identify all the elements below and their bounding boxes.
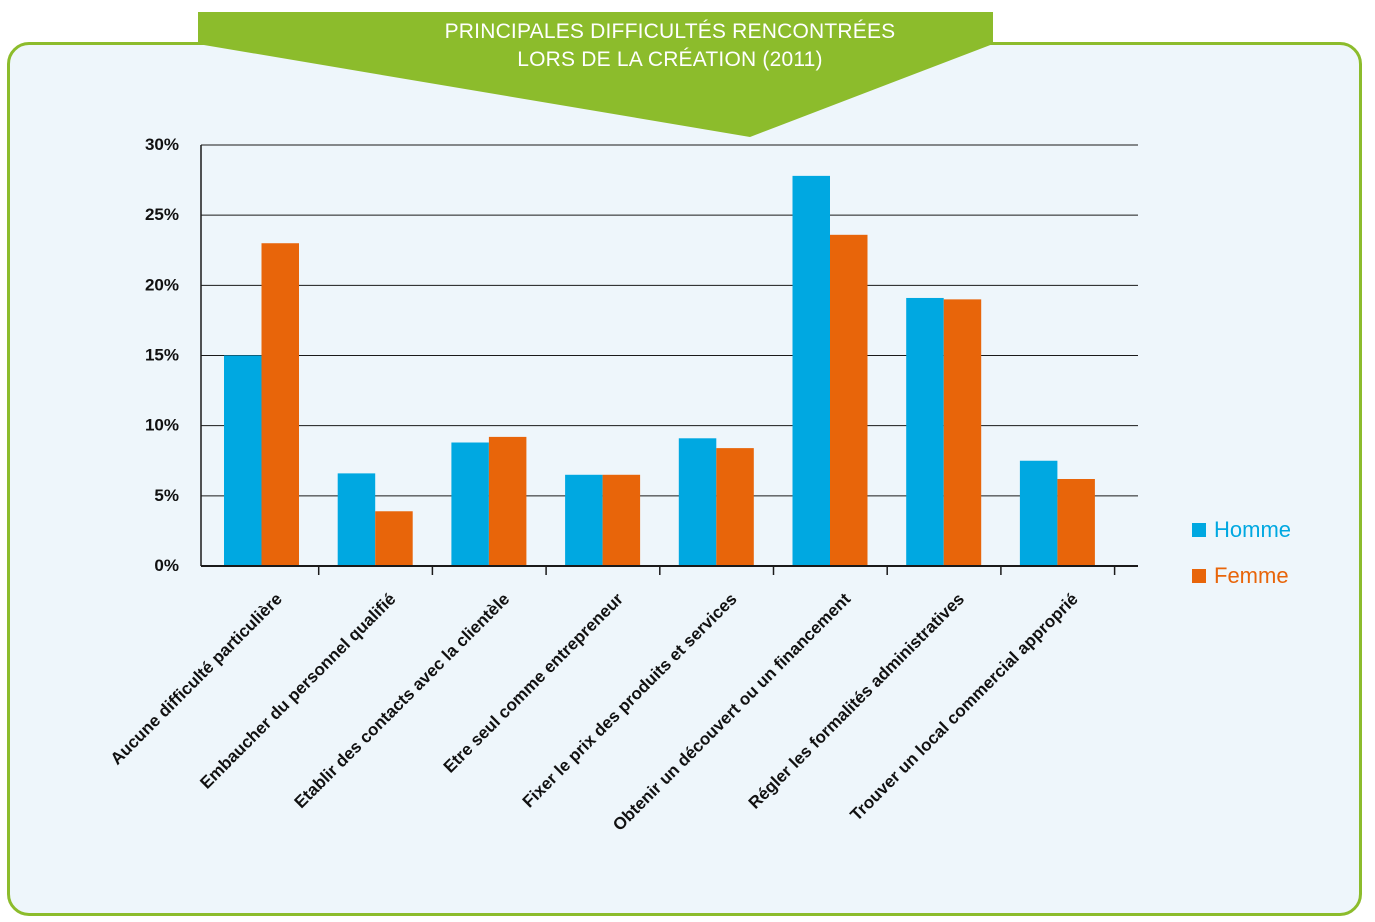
legend-item-homme: Homme (1192, 517, 1291, 543)
legend-item-femme: Femme (1192, 563, 1289, 589)
bar-femme (261, 243, 299, 566)
bar-homme (337, 473, 376, 566)
bar-homme (792, 175, 830, 566)
bar-homme (565, 474, 603, 566)
bar-femme (1057, 478, 1095, 566)
x-tick-label: Régler les formalités administratives (745, 589, 968, 812)
bar-femme (716, 448, 754, 566)
chart-title-line-2: LORS DE LA CRÉATION (2011) (517, 48, 823, 71)
x-tick-label: Trouver un local commercial approprié (847, 589, 1082, 824)
y-tick-label: 20% (145, 275, 179, 294)
bar-femme (830, 234, 868, 566)
bar-homme (906, 297, 944, 566)
gridlines (201, 144, 1138, 497)
x-tick-label: Obtenir un découvert ou un financement (609, 589, 854, 834)
axes (200, 145, 1138, 575)
x-tick-label: Fixer le prix des produits et services (519, 589, 741, 811)
bar-homme (678, 438, 717, 566)
legend-swatch-homme (1192, 523, 1206, 537)
y-tick-label: 30% (145, 135, 179, 154)
y-tick-label: 25% (145, 205, 179, 224)
x-tick-labels: Aucune difficulté particulièreEmbaucher … (107, 589, 1082, 834)
legend-label-homme: Homme (1214, 517, 1292, 542)
bar-homme (451, 442, 489, 566)
legend-label-femme: Femme (1214, 563, 1289, 588)
y-tick-label: 10% (145, 416, 179, 435)
bar-femme (375, 511, 413, 566)
legend-swatch-femme (1192, 569, 1206, 583)
bar-femme (602, 474, 641, 566)
bar-homme (1019, 460, 1058, 566)
bar-homme (224, 355, 262, 566)
bar-femme (488, 436, 527, 566)
y-tick-label: 15% (145, 346, 179, 365)
y-tick-label: 0% (154, 556, 179, 575)
x-tick-label: Etablir des contacts avec la clientèle (291, 589, 514, 812)
x-tick-label: Etre seul comme entrepreneur (440, 589, 627, 776)
y-tick-labels: 0% 5% 10% 15% 20% 25% 30% (145, 135, 179, 575)
chart-title-line-1: PRINCIPALES DIFFICULTÉS RENCONTRÉES (444, 20, 896, 43)
bar-femme (943, 299, 982, 566)
x-tick-label: Embaucher du personnel qualifié (196, 589, 399, 792)
y-tick-label: 5% (154, 486, 179, 505)
bars (224, 175, 1095, 566)
